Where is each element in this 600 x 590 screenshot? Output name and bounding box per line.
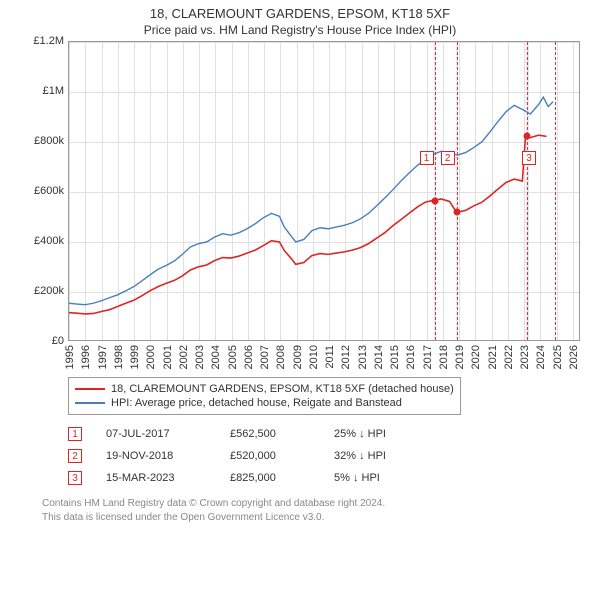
transaction-marker: 1 — [68, 427, 82, 441]
transaction-price: £562,500 — [230, 428, 310, 440]
y-axis-label: £0 — [20, 335, 64, 347]
legend-label: HPI: Average price, detached house, Reig… — [111, 397, 402, 409]
transaction-marker: 1 — [420, 151, 434, 165]
transaction-marker: 2 — [441, 151, 455, 165]
transaction-marker: 2 — [68, 449, 82, 463]
transaction-row: 2 19-NOV-2018 £520,000 32% ↓ HPI — [42, 445, 580, 467]
y-axis-label: £800k — [20, 135, 64, 147]
footer-attribution: Contains HM Land Registry data © Crown c… — [42, 497, 580, 524]
transaction-dot — [432, 198, 439, 205]
series-property — [69, 135, 547, 314]
legend-swatch — [75, 388, 105, 390]
y-axis-label: £1.2M — [20, 35, 64, 47]
legend-item-property: 18, CLAREMOUNT GARDENS, EPSOM, KT18 5XF … — [75, 382, 454, 396]
y-axis-label: £200k — [20, 285, 64, 297]
transaction-price: £520,000 — [230, 450, 310, 462]
transactions-table: 1 07-JUL-2017 £562,500 25% ↓ HPI 2 19-NOV-201… — [42, 423, 580, 489]
y-axis-label: £1M — [20, 85, 64, 97]
transaction-diff: 32% ↓ HPI — [334, 450, 434, 462]
page-subtitle: Price paid vs. HM Land Registry's House … — [0, 21, 600, 41]
chart-area: £0£200k£400k£600k£800k£1M£1.2M 123 19951… — [20, 41, 580, 371]
transaction-row: 1 07-JUL-2017 £562,500 25% ↓ HPI — [42, 423, 580, 445]
transaction-diff: 5% ↓ HPI — [334, 472, 434, 484]
y-axis-label: £400k — [20, 235, 64, 247]
page-title: 18, CLAREMOUNT GARDENS, EPSOM, KT18 5XF — [0, 0, 600, 21]
transaction-date: 19-NOV-2018 — [106, 450, 206, 462]
legend: 18, CLAREMOUNT GARDENS, EPSOM, KT18 5XF … — [68, 377, 461, 415]
series-hpi — [69, 97, 553, 305]
legend-swatch — [75, 402, 105, 404]
transaction-price: £825,000 — [230, 472, 310, 484]
transaction-dot — [524, 132, 531, 139]
footer-line: This data is licensed under the Open Gov… — [42, 511, 580, 525]
legend-item-hpi: HPI: Average price, detached house, Reig… — [75, 396, 454, 410]
transaction-marker: 3 — [68, 471, 82, 485]
transaction-row: 3 15-MAR-2023 £825,000 5% ↓ HPI — [42, 467, 580, 489]
plot-region: 12 3 — [68, 41, 580, 341]
x-axis-label: 2026 — [568, 345, 594, 369]
transaction-marker: 3 — [522, 151, 536, 165]
legend-label: 18, CLAREMOUNT GARDENS, EPSOM, KT18 5XF … — [111, 383, 454, 395]
transaction-dot — [454, 209, 461, 216]
transaction-diff: 25% ↓ HPI — [334, 428, 434, 440]
transaction-date: 15-MAR-2023 — [106, 472, 206, 484]
footer-line: Contains HM Land Registry data © Crown c… — [42, 497, 580, 511]
y-axis-label: £600k — [20, 185, 64, 197]
transaction-date: 07-JUL-2017 — [106, 428, 206, 440]
